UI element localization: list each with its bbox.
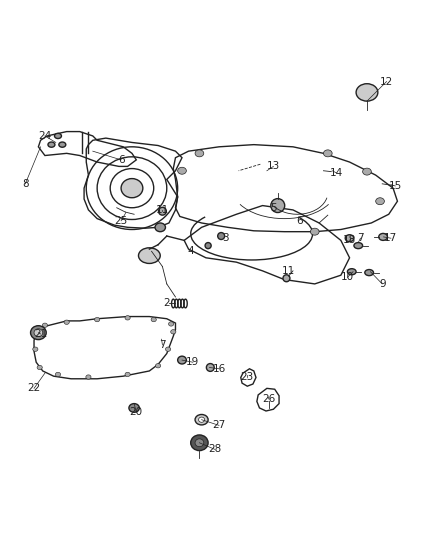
Text: 13: 13 <box>267 161 280 172</box>
Ellipse shape <box>376 198 385 205</box>
Ellipse shape <box>138 248 160 263</box>
Ellipse shape <box>379 233 388 240</box>
Ellipse shape <box>323 150 332 157</box>
Ellipse shape <box>195 439 204 447</box>
Ellipse shape <box>178 167 186 174</box>
Ellipse shape <box>354 243 363 249</box>
Text: 28: 28 <box>208 445 221 454</box>
Ellipse shape <box>64 320 69 325</box>
Text: 7: 7 <box>159 340 166 350</box>
Text: 4: 4 <box>187 246 194 256</box>
Ellipse shape <box>191 435 208 450</box>
Ellipse shape <box>155 223 166 232</box>
Ellipse shape <box>166 347 171 351</box>
Text: 19: 19 <box>186 357 200 367</box>
Text: 18: 18 <box>343 236 356 245</box>
Text: 6: 6 <box>296 216 303 226</box>
Ellipse shape <box>55 372 60 377</box>
Ellipse shape <box>125 316 130 320</box>
Text: 16: 16 <box>212 364 226 374</box>
Text: 27: 27 <box>212 421 226 430</box>
Ellipse shape <box>283 275 290 282</box>
Text: 8: 8 <box>22 179 28 189</box>
Ellipse shape <box>169 322 174 326</box>
Ellipse shape <box>33 347 38 351</box>
Ellipse shape <box>345 235 354 241</box>
Ellipse shape <box>198 417 205 422</box>
Text: 21: 21 <box>34 329 47 339</box>
Ellipse shape <box>86 375 91 379</box>
Text: 17: 17 <box>384 233 398 243</box>
Ellipse shape <box>54 133 61 139</box>
Text: 14: 14 <box>330 168 343 178</box>
Ellipse shape <box>363 168 371 175</box>
Text: 7: 7 <box>357 233 364 243</box>
Text: 2: 2 <box>163 298 170 309</box>
Ellipse shape <box>42 323 47 327</box>
Ellipse shape <box>33 334 38 338</box>
Ellipse shape <box>347 269 356 275</box>
Text: 6: 6 <box>118 155 124 165</box>
Ellipse shape <box>159 207 166 215</box>
Ellipse shape <box>171 329 176 334</box>
Ellipse shape <box>31 326 46 340</box>
Text: 24: 24 <box>38 131 52 141</box>
Text: 15: 15 <box>389 181 402 191</box>
Ellipse shape <box>151 318 156 322</box>
Text: 20: 20 <box>130 407 143 417</box>
Ellipse shape <box>271 199 285 213</box>
Ellipse shape <box>195 415 208 425</box>
Text: 12: 12 <box>380 77 393 86</box>
Ellipse shape <box>218 232 225 239</box>
Text: 10: 10 <box>341 272 354 282</box>
Text: 23: 23 <box>240 373 254 383</box>
Ellipse shape <box>356 84 378 101</box>
Ellipse shape <box>48 142 55 147</box>
Ellipse shape <box>195 150 204 157</box>
Text: 3: 3 <box>222 233 229 243</box>
Ellipse shape <box>155 364 161 368</box>
Ellipse shape <box>178 356 186 364</box>
Ellipse shape <box>59 142 66 147</box>
Ellipse shape <box>311 228 319 235</box>
Text: 11: 11 <box>156 205 169 215</box>
Text: 22: 22 <box>28 383 41 393</box>
Ellipse shape <box>121 179 143 198</box>
Text: 5: 5 <box>270 203 277 213</box>
Ellipse shape <box>34 329 43 336</box>
Ellipse shape <box>37 365 42 370</box>
Ellipse shape <box>365 270 374 276</box>
Ellipse shape <box>129 403 139 413</box>
Text: 26: 26 <box>262 394 276 404</box>
Text: 25: 25 <box>114 216 128 226</box>
Ellipse shape <box>95 318 100 322</box>
Text: 11: 11 <box>282 266 295 276</box>
Ellipse shape <box>125 372 130 377</box>
Text: 9: 9 <box>379 279 385 289</box>
Ellipse shape <box>205 243 211 249</box>
Ellipse shape <box>206 364 214 372</box>
